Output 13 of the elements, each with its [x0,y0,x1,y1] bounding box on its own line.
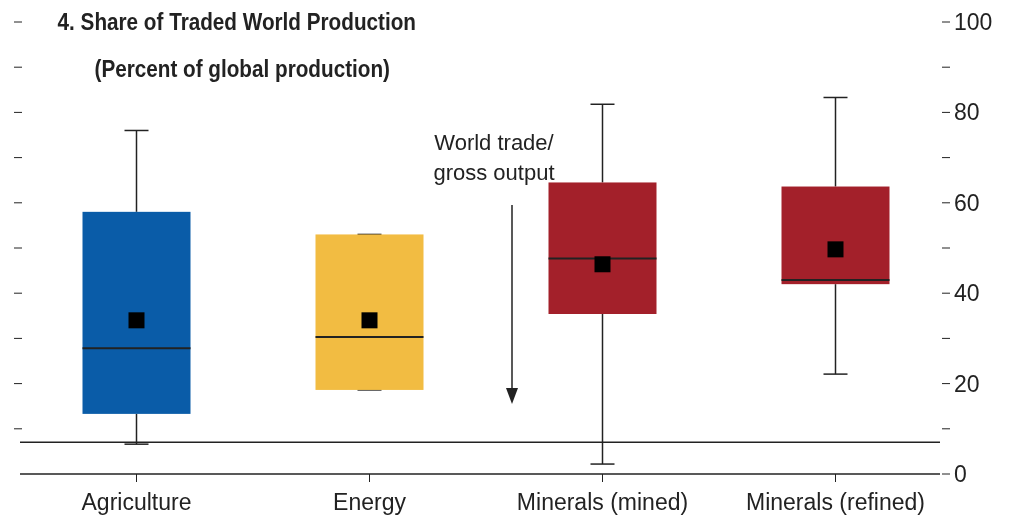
y-tick-label: 0 [954,461,967,487]
x-tick-label: Minerals (mined) [516,489,689,515]
text: (Percent of global production) [94,55,390,83]
y-tick-label: 80 [954,99,980,126]
x-tick-label: Agriculture [81,489,192,515]
chart-title: 4. Share of Traded World Production [57,8,416,36]
y-tick-label: 40 [954,280,980,307]
y-tick-label: 60 [954,189,980,216]
x-tick-label: Minerals (refined) [746,489,925,515]
y-tick-label: 100 [954,9,993,35]
y-tick-label: 20 [954,370,980,397]
x-tick-label: Energy [333,489,407,515]
annotation: World trade/ gross output [433,130,555,185]
